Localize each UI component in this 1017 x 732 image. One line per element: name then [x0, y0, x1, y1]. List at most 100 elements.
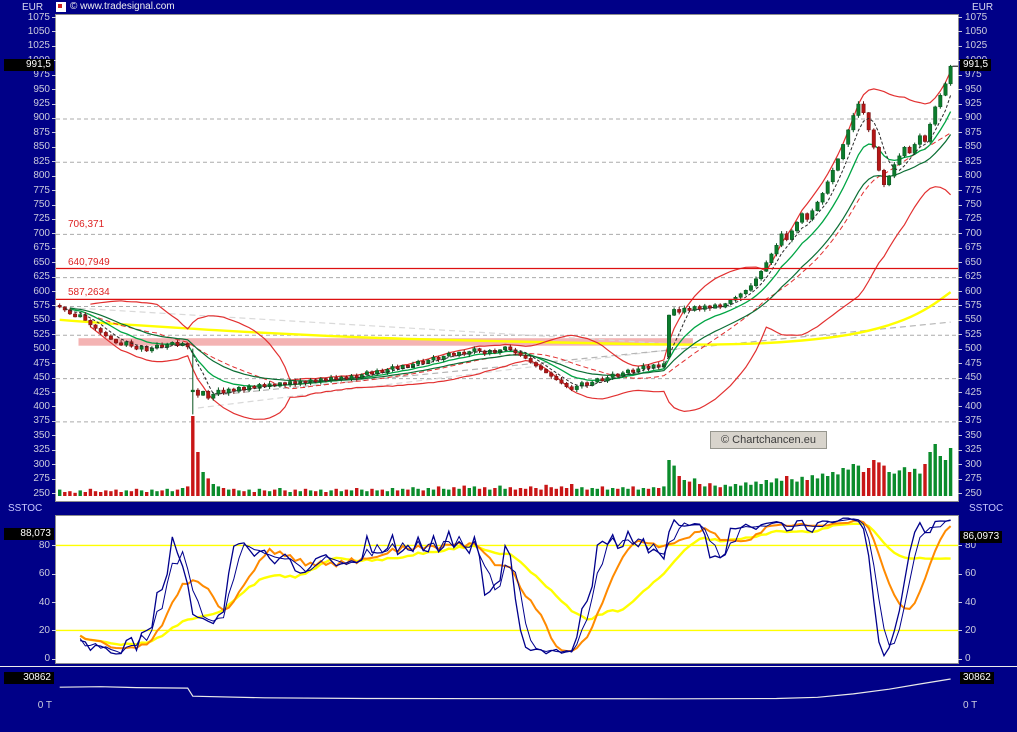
sstoc-tick-label: 0 [965, 653, 971, 664]
axis-tick-mark [958, 89, 962, 90]
y-axis-tick-label: 275 [965, 473, 982, 484]
time-axis[interactable]: Jun12.19.26.Jul10.17.24.Aug14.21.Sep11.1… [0, 714, 1017, 732]
axis-tick-mark [52, 392, 56, 393]
y-axis-tick-label: 300 [33, 459, 50, 470]
current-price-label-right: 991,5 [960, 59, 992, 71]
y-axis-tick-label: 850 [33, 141, 50, 152]
y-axis-tick-label: 750 [33, 199, 50, 210]
y-axis-tick-label: 475 [965, 358, 982, 369]
axis-tick-mark [52, 421, 56, 422]
price-chart-plot[interactable] [56, 15, 958, 501]
axis-tick-mark [52, 479, 56, 480]
axis-tick-mark [958, 545, 962, 546]
y-axis-tick-label: 825 [33, 156, 50, 167]
axis-tick-mark [958, 363, 962, 364]
sstoc-tick-label: 40 [965, 597, 977, 608]
sstoc-panel-title-left: SSTOC [8, 503, 43, 514]
axis-tick-mark [52, 31, 56, 32]
y-axis-tick-label: 925 [33, 98, 50, 109]
axis-tick-mark [52, 435, 56, 436]
y-axis-tick-label: 800 [33, 170, 50, 181]
axis-tick-mark [958, 378, 962, 379]
y-axis-tick-label: 975 [965, 69, 982, 80]
axis-tick-mark [52, 17, 56, 18]
axis-tick-mark [52, 248, 56, 249]
y-axis-tick-label: 900 [33, 112, 50, 123]
axis-tick-mark [52, 602, 56, 603]
axis-tick-mark [958, 277, 962, 278]
axis-tick-mark [52, 233, 56, 234]
y-axis-tick-label: 325 [965, 444, 982, 455]
axis-tick-mark [52, 277, 56, 278]
price-level-label: 640,7949 [68, 257, 110, 268]
axis-tick-mark [958, 176, 962, 177]
y-axis-tick-label: 925 [965, 98, 982, 109]
axis-tick-mark [958, 435, 962, 436]
axis-tick-mark [52, 659, 56, 660]
axis-tick-mark [52, 118, 56, 119]
stochastic-panel[interactable] [55, 515, 959, 664]
axis-tick-mark [52, 545, 56, 546]
open-interest-panel[interactable] [0, 666, 1017, 714]
axis-tick-mark [958, 479, 962, 480]
axis-tick-mark [52, 205, 56, 206]
axis-tick-mark [52, 574, 56, 575]
y-axis-tick-label: 1050 [27, 26, 50, 37]
y-axis-tick-label: 350 [33, 430, 50, 441]
axis-tick-mark [958, 262, 962, 263]
sstoc-tick-label: 80 [38, 540, 50, 551]
y-axis-tick-label: 725 [965, 213, 982, 224]
y-axis-tick-label: 750 [965, 199, 982, 210]
axis-tick-mark [52, 190, 56, 191]
axis-tick-mark [958, 219, 962, 220]
oi-value-label-left: 30862 [4, 672, 54, 684]
oi-zero-label-left: 0 T [37, 700, 52, 711]
axis-tick-mark [958, 305, 962, 306]
y-axis-tick-label: 950 [965, 84, 982, 95]
y-axis-tick-label: 975 [33, 69, 50, 80]
y-axis-tick-label: 825 [965, 156, 982, 167]
axis-tick-mark [958, 75, 962, 76]
axis-tick-mark [958, 450, 962, 451]
copyright-text: © www.tradesignal.com [70, 1, 175, 12]
sstoc-tick-label: 60 [38, 568, 50, 579]
axis-tick-mark [52, 406, 56, 407]
axis-tick-mark [958, 493, 962, 494]
price-chart-panel[interactable]: 706,371 640,7949 587,2634 © Chartchancen… [55, 14, 959, 502]
y-axis-tick-label: 875 [965, 127, 982, 138]
sstoc-tick-label: 0 [44, 653, 50, 664]
axis-tick-mark [958, 17, 962, 18]
y-axis-tick-label: 700 [33, 228, 50, 239]
y-axis-tick-label: 675 [33, 242, 50, 253]
y-axis-tick-label: 250 [33, 488, 50, 499]
axis-tick-mark [958, 161, 962, 162]
axis-tick-mark [52, 147, 56, 148]
y-axis-tick-label: 600 [33, 286, 50, 297]
stochastic-plot[interactable] [56, 516, 958, 663]
y-axis-tick-label: 1025 [27, 40, 50, 51]
axis-tick-mark [52, 450, 56, 451]
open-interest-plot[interactable] [56, 668, 958, 714]
axis-tick-mark [52, 378, 56, 379]
axis-tick-mark [958, 190, 962, 191]
y-axis-tick-label: 425 [965, 387, 982, 398]
sstoc-value-label-left: 88,073 [4, 528, 54, 540]
axis-tick-mark [958, 602, 962, 603]
y-axis-tick-label: 375 [965, 415, 982, 426]
current-price-label-left: 991,5 [4, 59, 54, 71]
y-axis-tick-label: 800 [965, 170, 982, 181]
y-axis-tick-label: 325 [33, 444, 50, 455]
y-axis-tick-label: 625 [965, 271, 982, 282]
y-axis-tick-label: 375 [33, 415, 50, 426]
y-axis-tick-label: 350 [965, 430, 982, 441]
axis-tick-mark [958, 320, 962, 321]
left-axis-currency-label: EUR [22, 2, 44, 13]
sstoc-tick-label: 20 [965, 625, 977, 636]
top-bar: EUR © www.tradesignal.com EUR [0, 0, 1017, 14]
oi-zero-label-right: 0 T [963, 700, 978, 711]
axis-tick-mark [958, 46, 962, 47]
axis-tick-mark [52, 46, 56, 47]
y-axis-tick-label: 300 [965, 459, 982, 470]
y-axis-tick-label: 625 [33, 271, 50, 282]
